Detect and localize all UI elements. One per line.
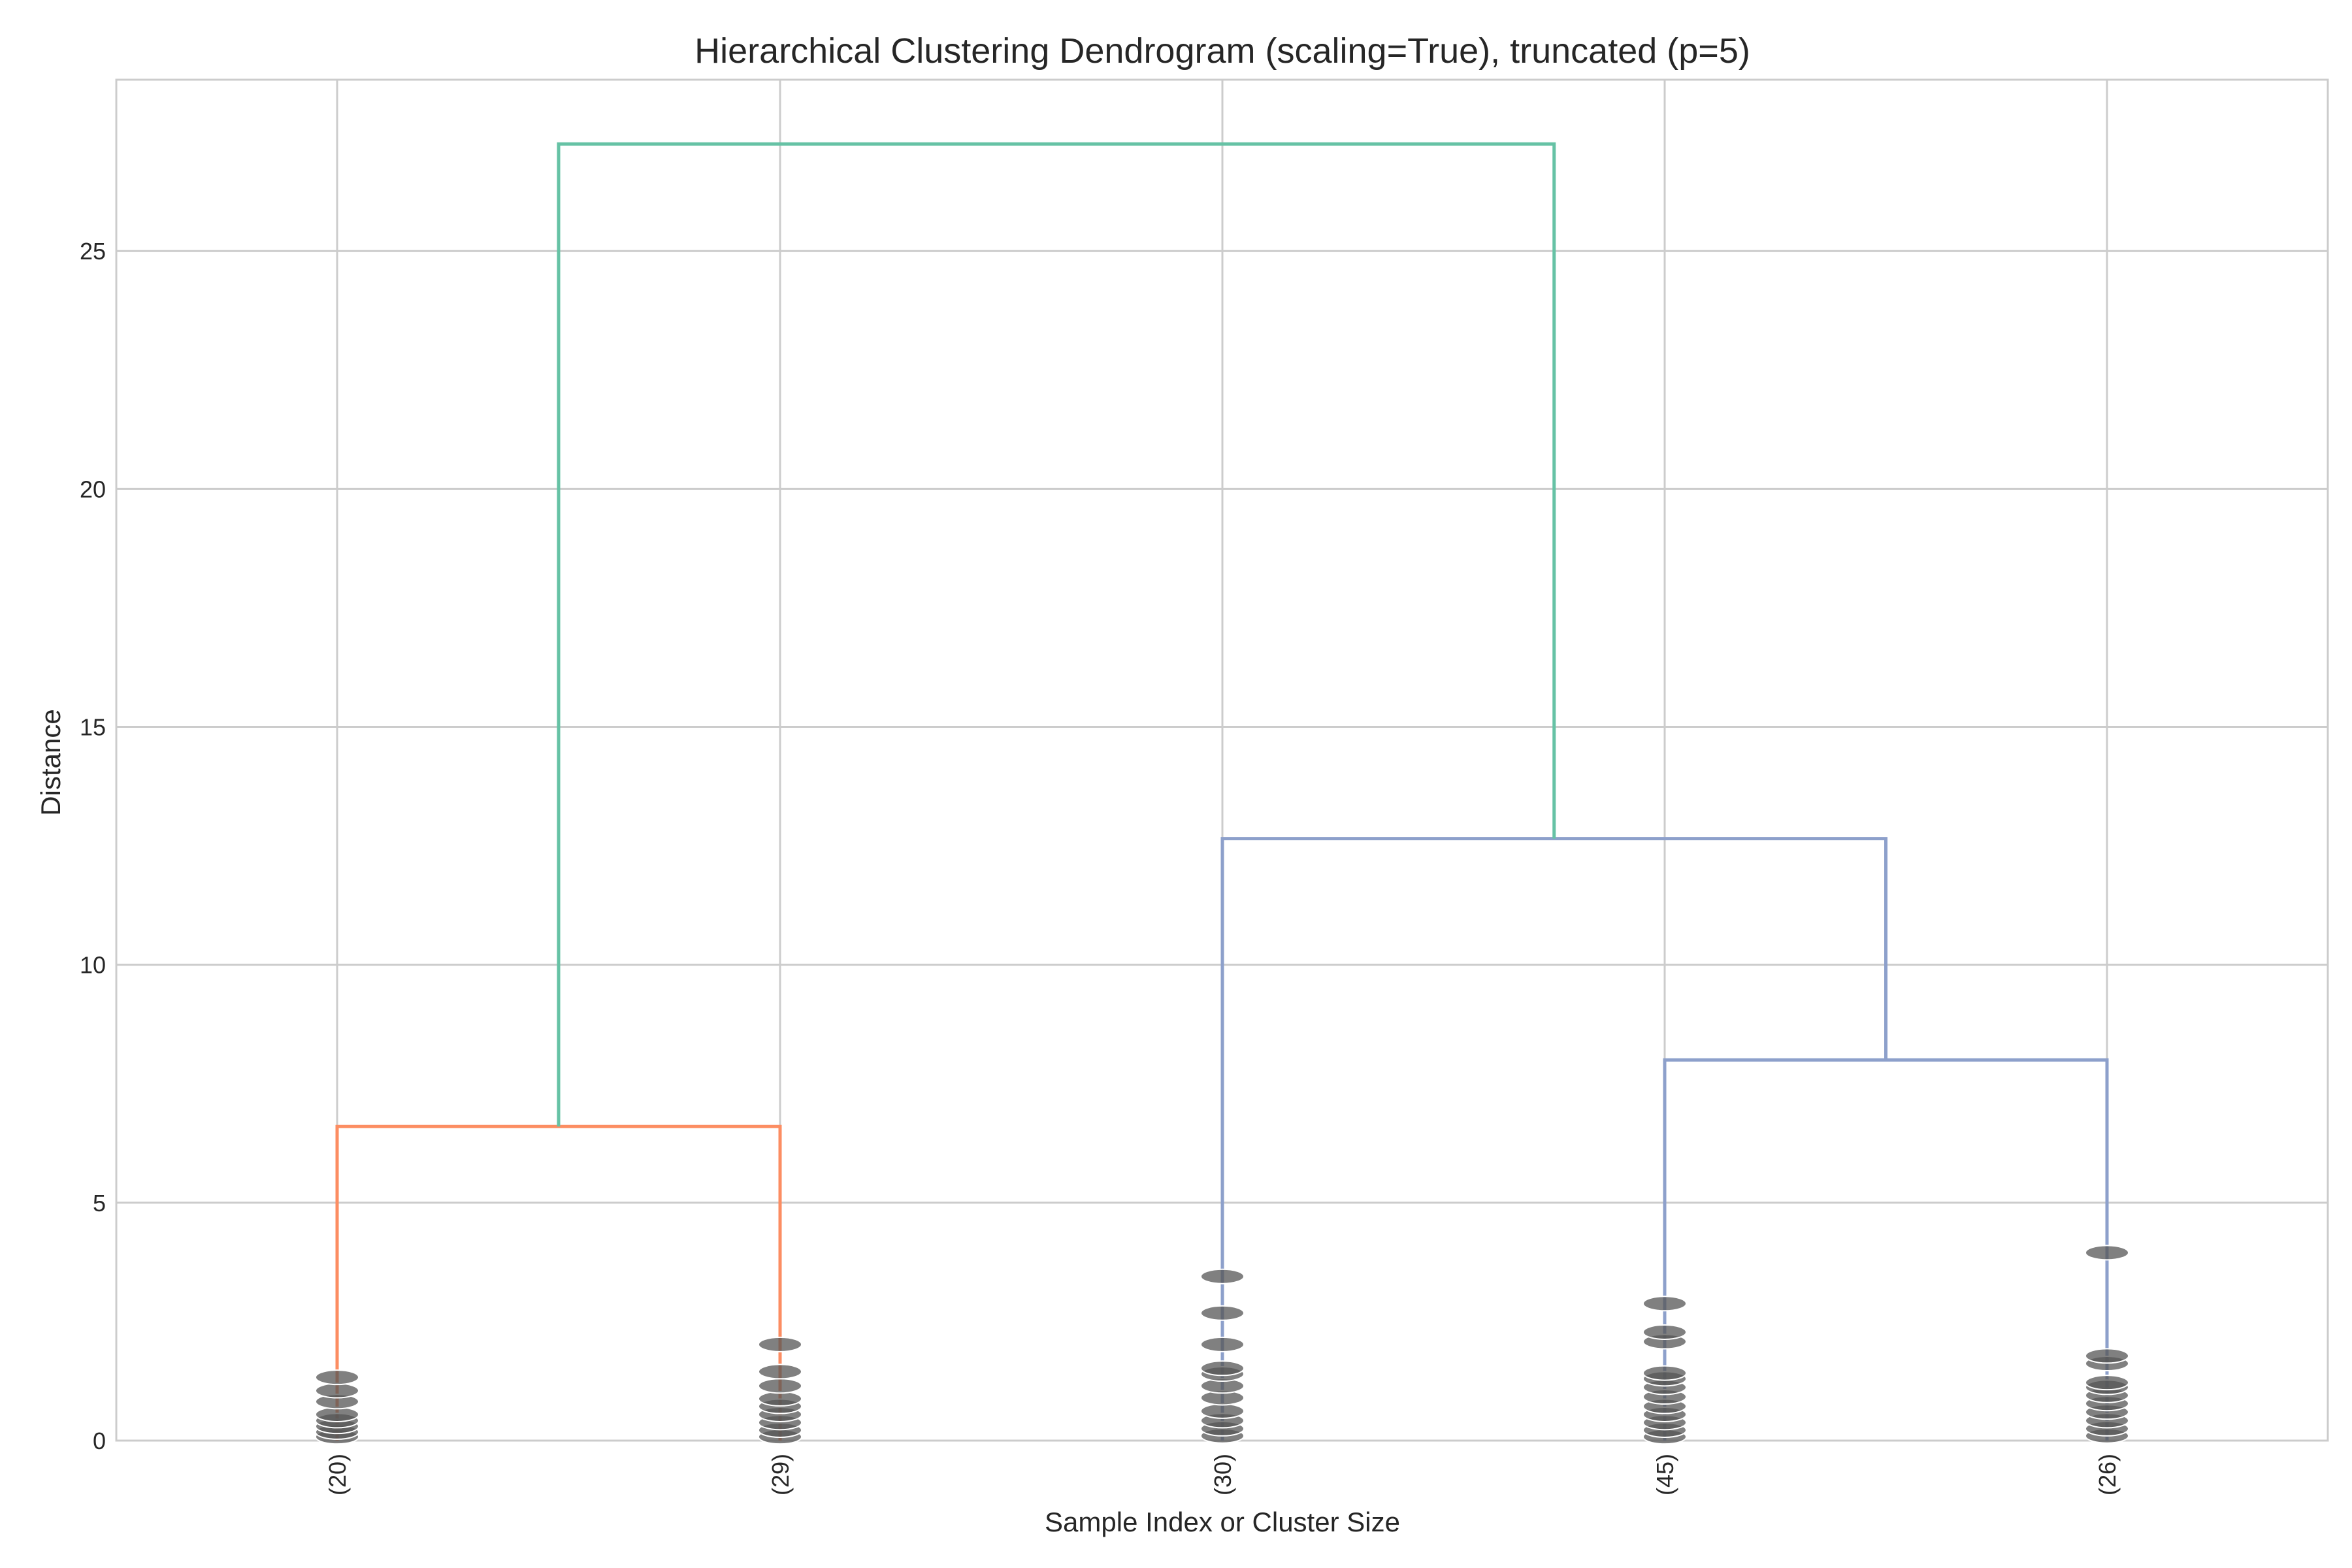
y-tick-label-2: 10: [80, 952, 106, 979]
leaf-2-marker-8: [1200, 1336, 1245, 1352]
leaf-0-marker-6: [315, 1382, 359, 1399]
leaf-4-marker-7: [2085, 1375, 2129, 1391]
leaf-3-marker-11: [1642, 1296, 1687, 1312]
leaf-4-marker-10: [2085, 1245, 2129, 1261]
y-tick-label-0: 0: [93, 1428, 106, 1454]
y-tick-label-3: 15: [80, 714, 106, 741]
x-tick-label-4: (26): [2094, 1454, 2121, 1495]
leaf-2-marker-9: [1200, 1305, 1245, 1321]
x-tick-label-1: (29): [767, 1454, 794, 1495]
leaf-2-marker-7: [1200, 1360, 1245, 1377]
leaf-3-marker-10: [1642, 1324, 1687, 1340]
leaf-1-marker-6: [758, 1378, 802, 1394]
leaf-4-marker-9: [2085, 1348, 2129, 1364]
x-tick-label-0: (20): [324, 1454, 351, 1495]
leaf-1-marker-8: [758, 1336, 802, 1352]
chart-title: Hierarchical Clustering Dendrogram (scal…: [694, 31, 1750, 71]
leaf-1-marker-7: [758, 1364, 802, 1380]
leaf-0-marker-7: [315, 1369, 359, 1386]
y-tick-label-4: 20: [80, 476, 106, 502]
leaf-3-marker-8: [1642, 1365, 1687, 1381]
dendrogram-link-4: [557, 142, 1556, 1127]
leaf-2-marker-10: [1200, 1268, 1245, 1284]
x-axis-label: Sample Index or Cluster Size: [1045, 1507, 1400, 1537]
x-tick-label-3: (45): [1652, 1454, 1678, 1495]
dendrogram-link-1: [335, 1124, 782, 1441]
x-tick-label-2: (30): [1209, 1454, 1236, 1495]
y-axis-label: Distance: [35, 709, 66, 815]
y-tick-label-1: 5: [93, 1190, 106, 1217]
leaf-2-marker-3: [1200, 1403, 1245, 1419]
plot-area: 0 5 10 15 20 25 (20) (29) (30) (45) (26): [80, 78, 2329, 1495]
y-tick-label-5: 25: [80, 238, 106, 265]
